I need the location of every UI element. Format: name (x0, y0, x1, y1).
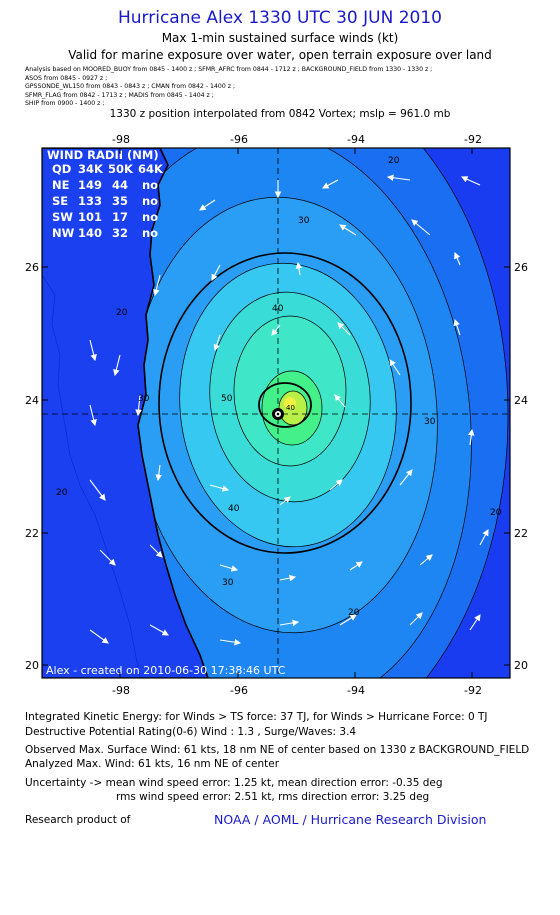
validity-note: Valid for marine exposure over water, op… (68, 48, 492, 62)
analyzed-wind-line: Analyzed Max. Wind: 61 kts, 16 nm NE of … (25, 758, 280, 770)
lat-tick-right: 26 (514, 261, 528, 274)
contour-label: 40 (228, 504, 240, 514)
contour-label: 20 (348, 608, 360, 618)
radii-cell: no (142, 226, 158, 240)
lat-tick-left: 24 (25, 394, 39, 407)
wind-contours: 20 30 40 50 30 40 30 20 30 20 40 20 20 W… (42, 148, 510, 678)
radii-cell: 149 (78, 178, 102, 192)
contour-band-65 (284, 397, 296, 409)
wind-radii-title: WIND RADII (NM) (47, 148, 159, 162)
lon-tick-top: -92 (464, 133, 482, 146)
contour-34kt (158, 252, 412, 554)
contour-label: 30 (138, 394, 150, 404)
radii-cell: SE (52, 194, 68, 208)
land-contour-20 (42, 274, 141, 678)
lon-tick-bottom: -96 (230, 684, 248, 697)
contour-label: 30 (222, 578, 234, 588)
radii-cell: no (142, 194, 158, 208)
observed-wind-line: Observed Max. Surface Wind: 61 kts, 18 n… (25, 744, 530, 756)
contour-label: 20 (116, 308, 128, 318)
map-credit: Alex - created on 2010-06-30 17:38:46 UT… (46, 664, 286, 677)
contour-label: 50 (221, 394, 233, 404)
research-label: Research product of (25, 814, 131, 826)
lat-tick-left: 20 (25, 659, 39, 672)
radii-cell: no (142, 178, 158, 192)
contour-label: 20 (490, 508, 502, 518)
uncertainty-line-2: rms wind speed error: 2.51 kt, rms direc… (116, 791, 430, 803)
contour-label: 20 (56, 488, 68, 498)
hrd-link[interactable]: NOAA / AOML / Hurricane Research Divisio… (214, 812, 487, 827)
lon-tick-top: -96 (230, 133, 248, 146)
map-frame (41, 147, 511, 679)
radii-cell: SW (52, 210, 73, 224)
lat-tick-left: 22 (25, 527, 39, 540)
page-title: Hurricane Alex 1330 UTC 30 JUN 2010 (118, 8, 442, 28)
contour-labels: 20 30 40 50 30 40 30 20 30 20 40 20 20 (56, 156, 502, 618)
lon-tick-bottom: -94 (347, 684, 365, 697)
radii-cell: 17 (112, 210, 128, 224)
lon-tick-top: -94 (347, 133, 365, 146)
radii-cell: 133 (78, 194, 102, 208)
lon-tick-top: -98 (112, 133, 130, 146)
radii-header: 34K (78, 162, 104, 176)
wind-radii-table: WIND RADII (NM) QD 34K 50K 64K NE 149 44… (47, 148, 164, 240)
lon-tick-bottom: -98 (112, 684, 130, 697)
lat-tick-left: 26 (25, 261, 39, 274)
radii-cell: 44 (112, 178, 128, 192)
coastline (42, 148, 209, 678)
position-note: 1330 z position interpolated from 0842 V… (109, 108, 451, 120)
dpr-line: Destructive Potential Rating(0-6) Wind :… (25, 726, 357, 738)
contour-label: 30 (424, 417, 436, 427)
radii-cell: NE (52, 178, 70, 192)
radii-header: 64K (138, 162, 164, 176)
source-line: Analysis based on MOORED_BUOY from 0845 … (25, 66, 433, 73)
contour-label: 30 (298, 216, 310, 226)
source-line: ASOS from 0845 - 0927 z ; (25, 74, 108, 82)
source-line: GPSSONDE_WL150 from 0843 - 0843 z ; CMAN… (25, 83, 236, 90)
radii-cell: NW (52, 226, 75, 240)
wind-vectors (89, 174, 489, 646)
radii-cell: 32 (112, 226, 128, 240)
source-line: SFMR_FLAG from 0842 - 1713 z ; MADIS fro… (25, 91, 214, 99)
radii-cell: 140 (78, 226, 102, 240)
storm-center-icon (272, 408, 284, 420)
radii-cell: 35 (112, 194, 128, 208)
radii-cell: 101 (78, 210, 102, 224)
contour-50kt (258, 382, 312, 428)
radii-header: QD (52, 162, 71, 176)
contour-label: 40 (286, 404, 295, 412)
wind-map: 20 30 40 50 30 40 30 20 30 20 40 20 20 W… (25, 133, 528, 697)
contour-label: 40 (272, 304, 284, 314)
lon-tick-bottom: -92 (464, 684, 482, 697)
ike-line: Integrated Kinetic Energy: for Winds > T… (25, 711, 488, 723)
axis-ticks: -98 -96 -94 -92 -98 -96 -94 -92 26 24 22… (25, 133, 528, 697)
lat-tick-right: 22 (514, 527, 528, 540)
source-line: SHIP from 0900 - 1400 z ; (25, 100, 105, 107)
subtitle: Max 1-min sustained surface winds (kt) (161, 31, 399, 45)
lat-tick-right: 20 (514, 659, 528, 672)
uncertainty-line-1: Uncertainty -> mean wind speed error: 1.… (25, 777, 443, 789)
radii-header: 50K (108, 162, 134, 176)
radii-cell: no (142, 210, 158, 224)
contour-label: 20 (388, 156, 400, 166)
lat-tick-right: 24 (514, 394, 528, 407)
